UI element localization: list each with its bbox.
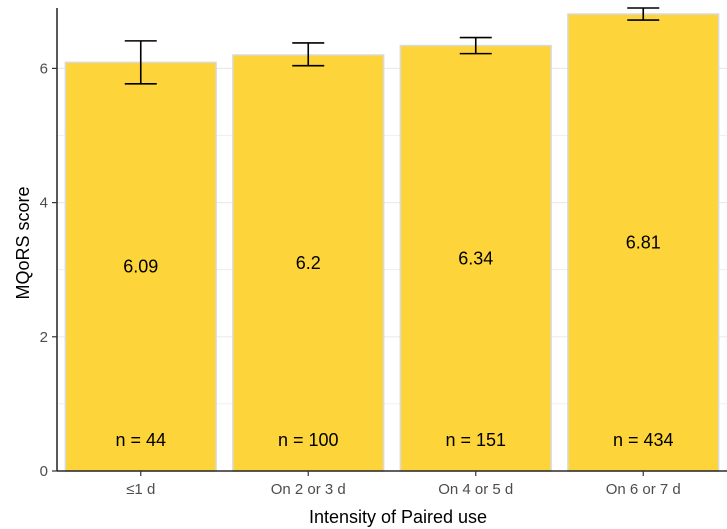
value-label: 6.2 <box>296 253 321 273</box>
axes: 0 2 4 6 ≤1 d On 2 or 3 d On 4 or 5 d On 6 or 7 … <box>40 8 727 498</box>
error-bar <box>459 36 492 55</box>
bar <box>399 44 552 472</box>
error-bar <box>124 40 157 85</box>
x-axis-title: Intensity of Paired use <box>309 507 487 527</box>
error-bars <box>124 7 660 85</box>
value-label: 6.81 <box>626 233 661 253</box>
error-bar <box>292 42 325 67</box>
y-tick-label: 4 <box>40 195 48 212</box>
y-tick-label: 0 <box>40 463 48 480</box>
y-tick-label: 2 <box>40 329 48 346</box>
bar <box>232 54 385 472</box>
bars <box>64 13 720 472</box>
sample-size-label: n = 100 <box>278 430 339 450</box>
x-tick-label: ≤1 d <box>126 481 155 498</box>
sample-size-label: n = 151 <box>445 430 506 450</box>
y-tick-label: 6 <box>40 60 48 77</box>
x-tick-label: On 2 or 3 d <box>271 481 346 498</box>
error-bar <box>627 7 660 21</box>
x-tick-label: On 6 or 7 d <box>606 481 681 498</box>
sample-size-label: n = 44 <box>115 430 166 450</box>
value-label: 6.09 <box>123 257 158 277</box>
sample-size-label: n = 434 <box>613 430 674 450</box>
x-tick-label: On 4 or 5 d <box>438 481 513 498</box>
y-axis-title: MQoRS score <box>13 186 33 299</box>
bar-labels: 6.09 6.2 6.34 6.81 n = 44 n = 100 n = 151 n = 4… <box>115 233 673 450</box>
value-label: 6.34 <box>458 248 493 268</box>
